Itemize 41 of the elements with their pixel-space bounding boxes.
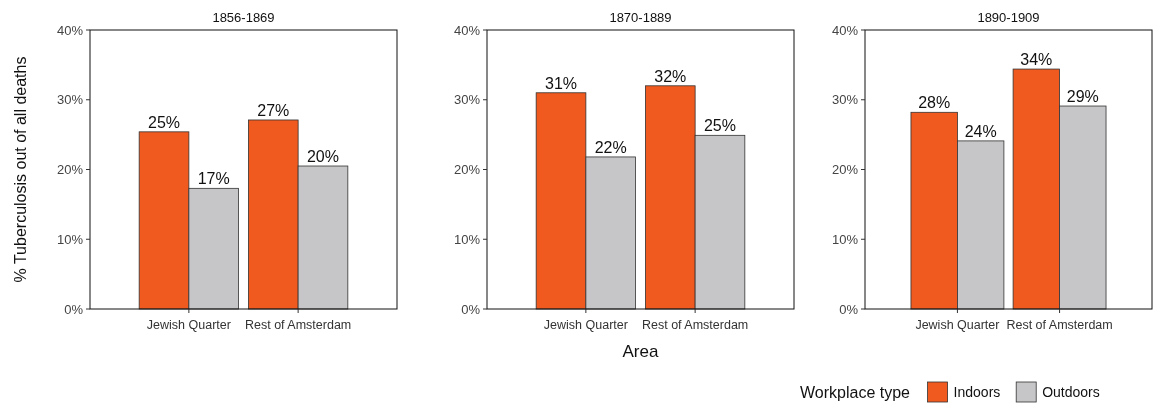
x-tick-label: Jewish Quarter (146, 318, 231, 332)
y-tick-label: 20% (831, 162, 859, 178)
data-label: 17% (197, 170, 230, 188)
y-tick-label: 10% (453, 231, 481, 247)
y-tick-label: 40% (56, 22, 84, 38)
data-label: 25% (148, 113, 181, 131)
y-tick-label: 30% (56, 92, 84, 108)
data-label: 28% (918, 94, 951, 112)
x-tick-label: Jewish Quarter (915, 318, 1000, 332)
data-label: 34% (1020, 51, 1053, 69)
y-axis-title: % Tuberculosis out of all deaths (12, 56, 29, 283)
x-tick-label: Rest of Amsterdam (641, 318, 749, 332)
x-tick-label: Rest of Amsterdam (244, 318, 352, 332)
y-tick-label: 0% (461, 301, 481, 317)
x-axis-title: Area (622, 342, 659, 361)
y-tick-label: 40% (831, 22, 859, 38)
data-label: 27% (257, 101, 290, 119)
y-tick-label: 0% (839, 301, 859, 317)
data-label: 31% (545, 74, 578, 92)
x-tick-label: Rest of Amsterdam (1006, 318, 1113, 332)
y-tick-label: 10% (831, 231, 859, 247)
y-tick-label: 10% (56, 231, 84, 247)
chart-title: 1890-1909 (977, 10, 1040, 25)
data-label: 29% (1066, 88, 1099, 106)
y-tick-label: 40% (453, 22, 481, 38)
y-tick-label: 0% (64, 301, 84, 317)
data-label: 25% (703, 117, 736, 135)
x-tick-label: Jewish Quarter (543, 318, 628, 332)
data-label: 32% (654, 67, 687, 85)
data-label: 20% (306, 148, 339, 166)
data-label: 24% (964, 122, 997, 140)
y-tick-label: 20% (56, 162, 84, 178)
legend-label: Indoors (953, 383, 1001, 400)
chart-title: 1870-1889 (609, 10, 672, 25)
y-tick-label: 30% (831, 92, 859, 108)
y-tick-label: 20% (453, 162, 481, 178)
legend-title: Workplace type (800, 383, 911, 401)
legend-label: Outdoors (1042, 383, 1100, 400)
y-tick-label: 30% (453, 92, 481, 108)
data-label: 22% (594, 138, 627, 156)
chart-title: 1856-1869 (212, 10, 275, 25)
